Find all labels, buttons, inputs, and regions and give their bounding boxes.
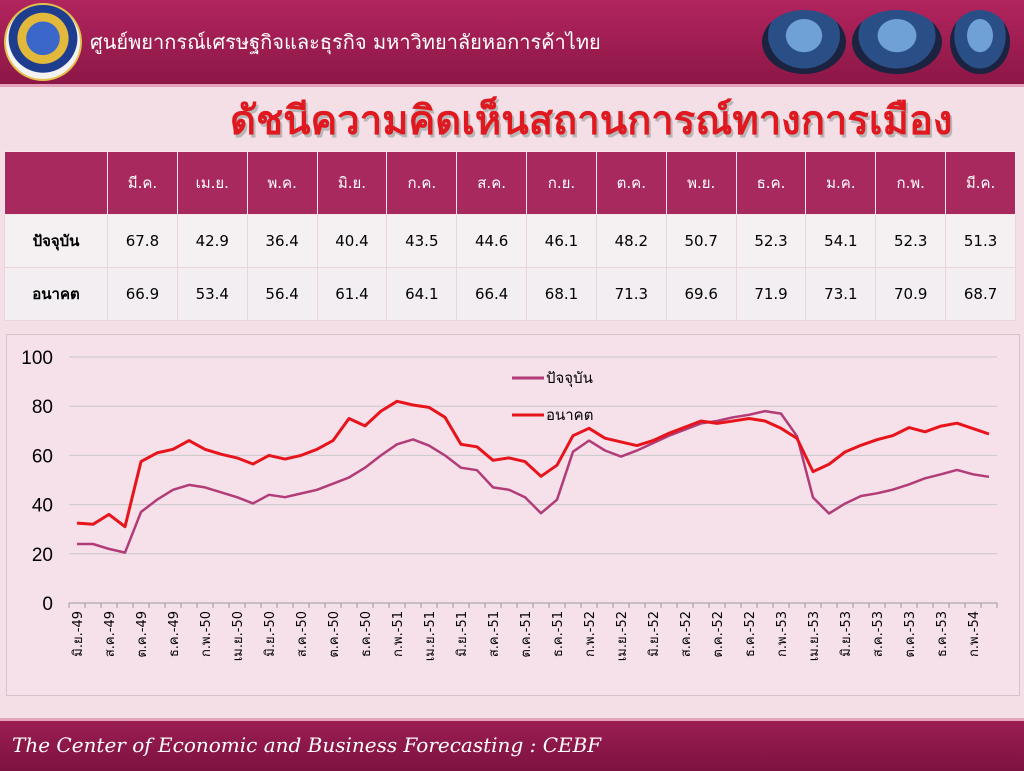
chart-panel: 0 20 40 60 80 100 มิ.ย.-49 ส.ค.-49 ต.ค.-49 ธ.ค.-4… [6, 334, 1020, 696]
line-chart: 0 20 40 60 80 100 มิ.ย.-49 ส.ค.-49 ต.ค.-49 ธ.ค.-4… [21, 348, 998, 661]
table-cell: 36.4 [246, 214, 318, 268]
x-tick-label: ส.ค.-53 [871, 611, 886, 657]
x-tick-label: มิ.ย.-49 [71, 611, 86, 657]
table-cell: 70.9 [875, 267, 947, 321]
table-cell: 52.3 [875, 214, 947, 268]
table-cell: 43.5 [386, 214, 458, 268]
table-cell: 71.9 [735, 267, 807, 321]
table-cell: 40.4 [316, 214, 388, 268]
month-header: เม.ย. [176, 151, 248, 215]
x-tick-label: ธ.ค.-49 [167, 611, 182, 657]
x-tick-label: ต.ค.-51 [519, 611, 534, 658]
meeting-photo-2 [852, 10, 942, 74]
table-cell: 61.4 [316, 267, 388, 321]
x-tick-label: มิ.ย.-53 [839, 611, 854, 657]
legend-label-1: อนาคต [546, 406, 593, 424]
table-cell: 50.7 [665, 214, 737, 268]
series-line-1 [76, 399, 990, 529]
index-table: มี.ค. เม.ย. พ.ค. มิ.ย. ก.ค. ส.ค. ก.ย. ต.… [4, 151, 1016, 321]
footer-text: The Center of Economic and Business Fore… [12, 733, 602, 757]
x-tick-label: ต.ค.-53 [903, 611, 918, 658]
table-cell: 56.4 [246, 267, 318, 321]
table-cell: 67.8 [107, 214, 178, 268]
page-title: ดัชนีความคิดเห็นสถานการณ์ทางการเมือง [230, 97, 953, 144]
x-tick-label: ก.พ.-51 [391, 611, 406, 657]
x-tick-label: ธ.ค.-52 [743, 611, 758, 657]
legend-label-0: ปัจจุบัน [546, 369, 593, 388]
x-tick-label: ต.ค.-49 [135, 611, 150, 658]
x-tick-label: ส.ค.-52 [679, 611, 694, 657]
table-cell: 44.6 [456, 214, 528, 268]
table-cell: 66.4 [456, 267, 528, 321]
month-header: ม.ค. [805, 151, 877, 215]
x-tick-label: มิ.ย.-50 [263, 611, 278, 657]
table-cell: 68.7 [945, 267, 1016, 321]
table-cell: 69.6 [665, 267, 737, 321]
table-row-current: ปัจจุบัน 67.8 42.9 36.4 40.4 43.5 44.6 4… [4, 214, 1016, 268]
speaker-photo [950, 10, 1010, 74]
y-tick-label: 0 [42, 594, 53, 615]
table-cell: 64.1 [386, 267, 458, 321]
month-header: มิ.ย. [316, 151, 388, 215]
table-cell: 52.3 [735, 214, 807, 268]
table-cell: 68.1 [526, 267, 597, 321]
month-header: มี.ค. [107, 151, 178, 215]
table-cell: 66.9 [107, 267, 178, 321]
university-logo [4, 3, 82, 81]
month-header: ก.ค. [386, 151, 458, 215]
y-tick-label: 80 [32, 397, 53, 418]
table-corner-cell [4, 151, 108, 215]
month-header: มี.ค. [945, 151, 1016, 215]
x-tick-label: ธ.ค.-50 [359, 611, 374, 657]
y-tick-label: 20 [32, 545, 53, 566]
month-header: พ.ค. [246, 151, 318, 215]
table-header-row: มี.ค. เม.ย. พ.ค. มิ.ย. ก.ค. ส.ค. ก.ย. ต.… [4, 151, 1016, 215]
month-header: ก.ย. [526, 151, 597, 215]
header-title: ศูนย์พยากรณ์เศรษฐกิจและธุรกิจ มหาวิทยาลั… [90, 30, 601, 54]
series-line-0 [77, 409, 990, 554]
y-tick-label: 40 [32, 496, 53, 517]
footer-bar: The Center of Economic and Business Fore… [0, 718, 1024, 771]
row-label: ปัจจุบัน [4, 214, 108, 268]
month-header: ก.พ. [875, 151, 947, 215]
x-tick-label: เม.ย.-51 [423, 611, 438, 661]
table-cell: 48.2 [595, 214, 667, 268]
x-tick-label: เม.ย.-50 [231, 611, 246, 661]
table-cell: 51.3 [945, 214, 1016, 268]
table-cell: 71.3 [595, 267, 667, 321]
table-cell: 54.1 [805, 214, 877, 268]
row-label: อนาคต [4, 267, 108, 321]
month-header: พ.ย. [665, 151, 737, 215]
x-tick-label: ธ.ค.-51 [551, 611, 566, 657]
meeting-photo-1 [762, 10, 846, 74]
x-tick-label: ส.ค.-49 [103, 611, 118, 657]
x-tick-label: ต.ค.-52 [711, 611, 726, 658]
x-tick-label: มิ.ย.-52 [647, 611, 662, 657]
month-header: ส.ค. [456, 151, 528, 215]
y-tick-label: 100 [21, 348, 53, 369]
header-bar: ศูนย์พยากรณ์เศรษฐกิจและธุรกิจ มหาวิทยาลั… [0, 0, 1024, 87]
x-tick-label: ก.พ.-50 [199, 611, 214, 657]
x-tick-label: เม.ย.-53 [807, 611, 822, 661]
table-cell: 42.9 [176, 214, 248, 268]
x-tick-label: ส.ค.-51 [487, 611, 502, 657]
x-tick-label: ก.พ.-52 [583, 611, 598, 657]
month-header: ธ.ค. [735, 151, 807, 215]
x-tick-label: ส.ค.-50 [295, 611, 310, 657]
table-cell: 73.1 [805, 267, 877, 321]
y-tick-label: 60 [32, 446, 53, 467]
x-tick-label: ก.พ.-54 [967, 611, 982, 657]
table-cell: 53.4 [176, 267, 248, 321]
table-cell: 46.1 [526, 214, 597, 268]
x-tick-label: ธ.ค.-53 [935, 611, 950, 657]
table-row-future: อนาคต 66.9 53.4 56.4 61.4 64.1 66.4 68.1… [4, 267, 1016, 321]
x-tick-label: มิ.ย.-51 [455, 611, 470, 657]
x-tick-label: ก.พ.-53 [775, 611, 790, 657]
x-tick-label: เม.ย.-52 [615, 611, 630, 661]
month-header: ต.ค. [595, 151, 667, 215]
x-tick-label: ต.ค.-50 [327, 611, 342, 658]
